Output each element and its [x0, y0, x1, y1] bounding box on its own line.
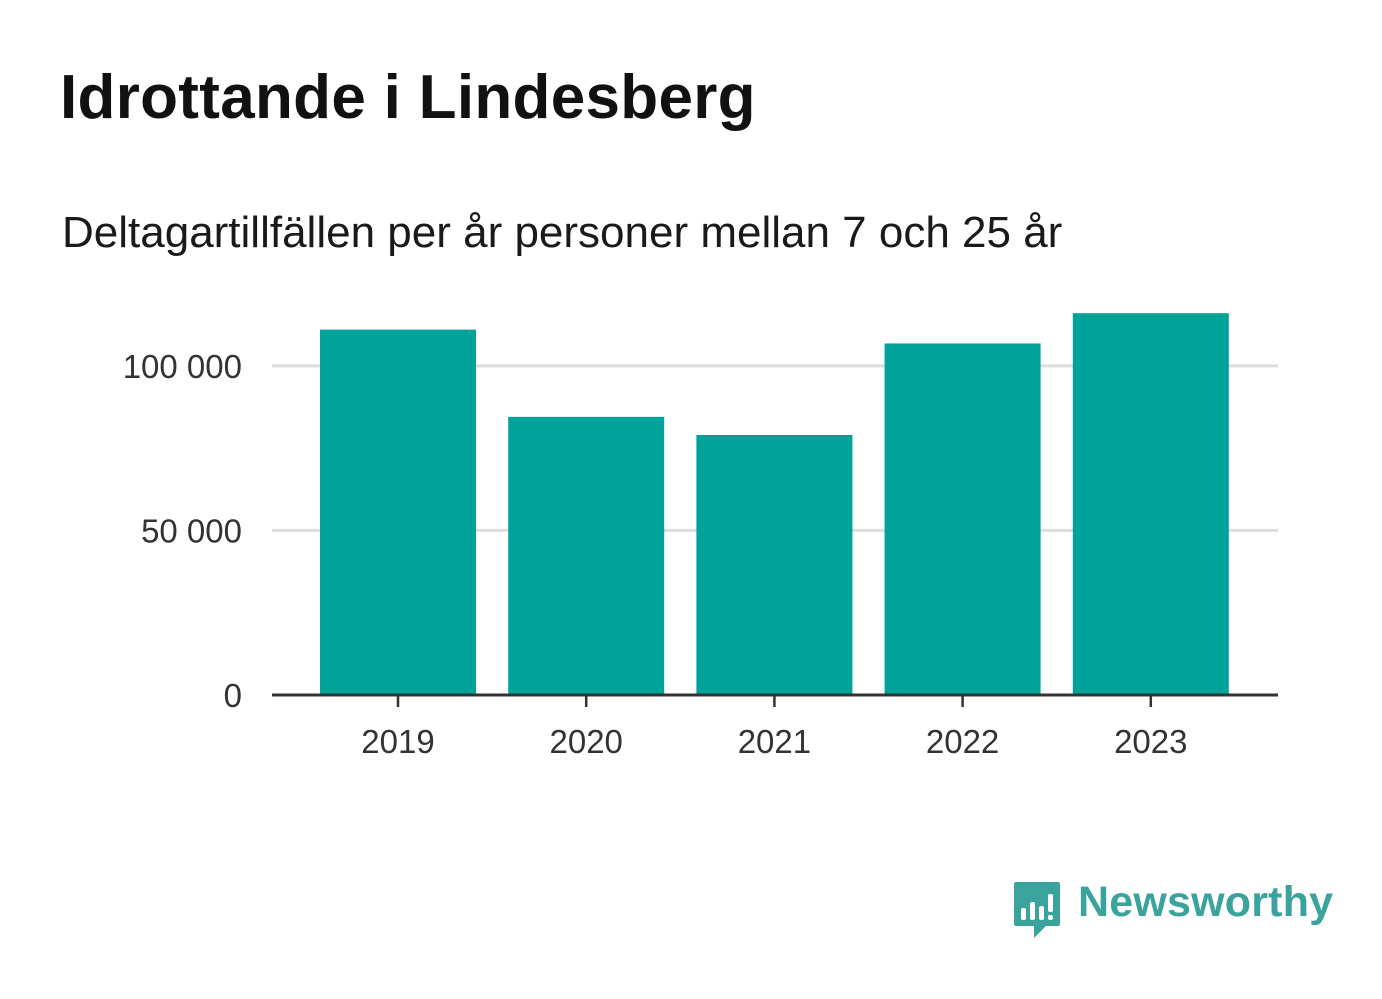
- y-tick-label: 100 000: [123, 348, 242, 385]
- newsworthy-logo-icon: [1014, 882, 1060, 938]
- bar-2022: [884, 343, 1041, 695]
- x-tick-label: 2020: [549, 723, 622, 760]
- bar-2020: [508, 416, 665, 695]
- bars: [320, 313, 1229, 695]
- chart-title: Idrottande i Lindesberg: [60, 63, 756, 132]
- bar-2019: [320, 329, 476, 695]
- x-tick-label: 2022: [926, 723, 999, 760]
- x-tick-label: 2023: [1114, 723, 1187, 760]
- newsworthy-logo: Newsworthy: [1012, 878, 1334, 942]
- tick-labels: 0 50 000 100 000 2019 2020 2021 2022 2023: [123, 348, 1188, 760]
- newsworthy-logo-text: Newsworthy: [1078, 878, 1334, 926]
- bar-2021: [696, 434, 853, 695]
- bar-2023: [1072, 313, 1229, 695]
- y-tick-label: 0: [224, 677, 242, 714]
- chart-subtitle: Deltagartillfällen per år personer mella…: [62, 208, 1063, 257]
- y-tick-label: 50 000: [141, 512, 242, 549]
- x-tick-label: 2021: [738, 723, 811, 760]
- x-tick-label: 2019: [361, 723, 434, 760]
- axes: [272, 693, 1278, 707]
